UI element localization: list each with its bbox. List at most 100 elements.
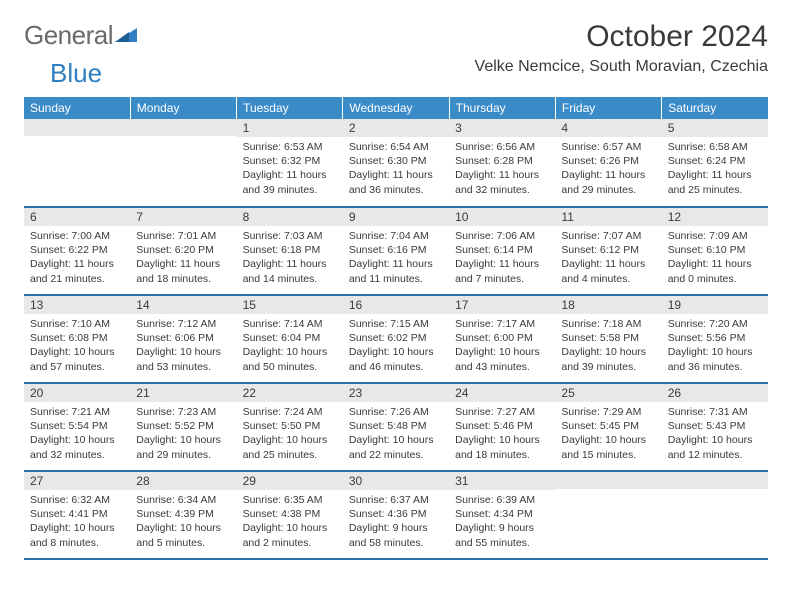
day-details: Sunrise: 7:06 AMSunset: 6:14 PMDaylight:… — [449, 226, 555, 292]
daylight-text: Daylight: 10 hours and 22 minutes. — [349, 433, 443, 461]
daylight-text: Daylight: 11 hours and 4 minutes. — [561, 257, 655, 285]
calendar-cell: 23Sunrise: 7:26 AMSunset: 5:48 PMDayligh… — [343, 383, 449, 471]
calendar-cell: 3Sunrise: 6:56 AMSunset: 6:28 PMDaylight… — [449, 119, 555, 207]
calendar-cell: 24Sunrise: 7:27 AMSunset: 5:46 PMDayligh… — [449, 383, 555, 471]
sunset-text: Sunset: 5:45 PM — [561, 419, 655, 433]
day-details: Sunrise: 7:21 AMSunset: 5:54 PMDaylight:… — [24, 402, 130, 468]
calendar-week-row: 27Sunrise: 6:32 AMSunset: 4:41 PMDayligh… — [24, 471, 768, 559]
sunset-text: Sunset: 5:54 PM — [30, 419, 124, 433]
sunset-text: Sunset: 5:48 PM — [349, 419, 443, 433]
day-details: Sunrise: 6:54 AMSunset: 6:30 PMDaylight:… — [343, 137, 449, 203]
day-number: 2 — [343, 119, 449, 137]
sunrise-text: Sunrise: 7:01 AM — [136, 229, 230, 243]
day-number: 10 — [449, 208, 555, 226]
day-details: Sunrise: 7:26 AMSunset: 5:48 PMDaylight:… — [343, 402, 449, 468]
daylight-text: Daylight: 11 hours and 21 minutes. — [30, 257, 124, 285]
daylight-text: Daylight: 11 hours and 32 minutes. — [455, 168, 549, 196]
day-number: 23 — [343, 384, 449, 402]
sunrise-text: Sunrise: 7:14 AM — [243, 317, 337, 331]
sunset-text: Sunset: 6:30 PM — [349, 154, 443, 168]
day-number: 30 — [343, 472, 449, 490]
calendar-cell: 16Sunrise: 7:15 AMSunset: 6:02 PMDayligh… — [343, 295, 449, 383]
day-number: 28 — [130, 472, 236, 490]
sunrise-text: Sunrise: 7:29 AM — [561, 405, 655, 419]
calendar-cell: 17Sunrise: 7:17 AMSunset: 6:00 PMDayligh… — [449, 295, 555, 383]
sunset-text: Sunset: 6:32 PM — [243, 154, 337, 168]
day-number: 18 — [555, 296, 661, 314]
sunset-text: Sunset: 4:36 PM — [349, 507, 443, 521]
day-number — [555, 472, 661, 489]
calendar-cell — [555, 471, 661, 559]
calendar-cell: 2Sunrise: 6:54 AMSunset: 6:30 PMDaylight… — [343, 119, 449, 207]
location: Velke Nemcice, South Moravian, Czechia — [475, 58, 768, 76]
calendar-cell: 30Sunrise: 6:37 AMSunset: 4:36 PMDayligh… — [343, 471, 449, 559]
day-details: Sunrise: 7:00 AMSunset: 6:22 PMDaylight:… — [24, 226, 130, 292]
calendar-page: General October 2024 Velke Nemcice, Sout… — [0, 0, 792, 580]
sunrise-text: Sunrise: 7:03 AM — [243, 229, 337, 243]
day-number: 14 — [130, 296, 236, 314]
day-number: 4 — [555, 119, 661, 137]
sunrise-text: Sunrise: 7:27 AM — [455, 405, 549, 419]
weekday-header: Friday — [555, 97, 661, 119]
daylight-text: Daylight: 10 hours and 32 minutes. — [30, 433, 124, 461]
sunset-text: Sunset: 4:39 PM — [136, 507, 230, 521]
day-number: 5 — [662, 119, 768, 137]
sunset-text: Sunset: 6:28 PM — [455, 154, 549, 168]
calendar-cell: 28Sunrise: 6:34 AMSunset: 4:39 PMDayligh… — [130, 471, 236, 559]
calendar-week-row: 1Sunrise: 6:53 AMSunset: 6:32 PMDaylight… — [24, 119, 768, 207]
weekday-header: Tuesday — [237, 97, 343, 119]
day-details: Sunrise: 7:07 AMSunset: 6:12 PMDaylight:… — [555, 226, 661, 292]
sunset-text: Sunset: 6:10 PM — [668, 243, 762, 257]
day-number: 6 — [24, 208, 130, 226]
sunrise-text: Sunrise: 7:18 AM — [561, 317, 655, 331]
daylight-text: Daylight: 10 hours and 5 minutes. — [136, 521, 230, 549]
sunrise-text: Sunrise: 7:26 AM — [349, 405, 443, 419]
sunrise-text: Sunrise: 7:31 AM — [668, 405, 762, 419]
daylight-text: Daylight: 11 hours and 18 minutes. — [136, 257, 230, 285]
weekday-header: Monday — [130, 97, 236, 119]
sunrise-text: Sunrise: 6:35 AM — [243, 493, 337, 507]
calendar-cell: 19Sunrise: 7:20 AMSunset: 5:56 PMDayligh… — [662, 295, 768, 383]
day-details: Sunrise: 7:23 AMSunset: 5:52 PMDaylight:… — [130, 402, 236, 468]
day-details: Sunrise: 6:56 AMSunset: 6:28 PMDaylight:… — [449, 137, 555, 203]
daylight-text: Daylight: 11 hours and 39 minutes. — [243, 168, 337, 196]
sunset-text: Sunset: 6:02 PM — [349, 331, 443, 345]
day-details: Sunrise: 7:18 AMSunset: 5:58 PMDaylight:… — [555, 314, 661, 380]
daylight-text: Daylight: 10 hours and 36 minutes. — [668, 345, 762, 373]
calendar-cell: 18Sunrise: 7:18 AMSunset: 5:58 PMDayligh… — [555, 295, 661, 383]
sunset-text: Sunset: 6:26 PM — [561, 154, 655, 168]
calendar-cell: 31Sunrise: 6:39 AMSunset: 4:34 PMDayligh… — [449, 471, 555, 559]
day-number: 21 — [130, 384, 236, 402]
sunrise-text: Sunrise: 6:54 AM — [349, 140, 443, 154]
day-details: Sunrise: 7:14 AMSunset: 6:04 PMDaylight:… — [237, 314, 343, 380]
sunrise-text: Sunrise: 7:09 AM — [668, 229, 762, 243]
sunrise-text: Sunrise: 6:37 AM — [349, 493, 443, 507]
calendar-cell: 13Sunrise: 7:10 AMSunset: 6:08 PMDayligh… — [24, 295, 130, 383]
day-details: Sunrise: 7:12 AMSunset: 6:06 PMDaylight:… — [130, 314, 236, 380]
day-details: Sunrise: 7:20 AMSunset: 5:56 PMDaylight:… — [662, 314, 768, 380]
daylight-text: Daylight: 10 hours and 18 minutes. — [455, 433, 549, 461]
day-number: 15 — [237, 296, 343, 314]
daylight-text: Daylight: 10 hours and 2 minutes. — [243, 521, 337, 549]
day-details: Sunrise: 7:03 AMSunset: 6:18 PMDaylight:… — [237, 226, 343, 292]
daylight-text: Daylight: 10 hours and 39 minutes. — [561, 345, 655, 373]
daylight-text: Daylight: 10 hours and 53 minutes. — [136, 345, 230, 373]
sunset-text: Sunset: 6:22 PM — [30, 243, 124, 257]
calendar-body: 1Sunrise: 6:53 AMSunset: 6:32 PMDaylight… — [24, 119, 768, 559]
sunrise-text: Sunrise: 7:12 AM — [136, 317, 230, 331]
day-number: 11 — [555, 208, 661, 226]
calendar-cell — [130, 119, 236, 207]
calendar-cell: 8Sunrise: 7:03 AMSunset: 6:18 PMDaylight… — [237, 207, 343, 295]
day-details: Sunrise: 7:15 AMSunset: 6:02 PMDaylight:… — [343, 314, 449, 380]
sunrise-text: Sunrise: 7:00 AM — [30, 229, 124, 243]
sunset-text: Sunset: 5:50 PM — [243, 419, 337, 433]
sunrise-text: Sunrise: 7:23 AM — [136, 405, 230, 419]
day-number: 26 — [662, 384, 768, 402]
sunset-text: Sunset: 6:08 PM — [30, 331, 124, 345]
calendar-cell: 29Sunrise: 6:35 AMSunset: 4:38 PMDayligh… — [237, 471, 343, 559]
daylight-text: Daylight: 10 hours and 43 minutes. — [455, 345, 549, 373]
calendar-cell: 21Sunrise: 7:23 AMSunset: 5:52 PMDayligh… — [130, 383, 236, 471]
daylight-text: Daylight: 11 hours and 36 minutes. — [349, 168, 443, 196]
sunset-text: Sunset: 6:24 PM — [668, 154, 762, 168]
calendar-cell — [662, 471, 768, 559]
